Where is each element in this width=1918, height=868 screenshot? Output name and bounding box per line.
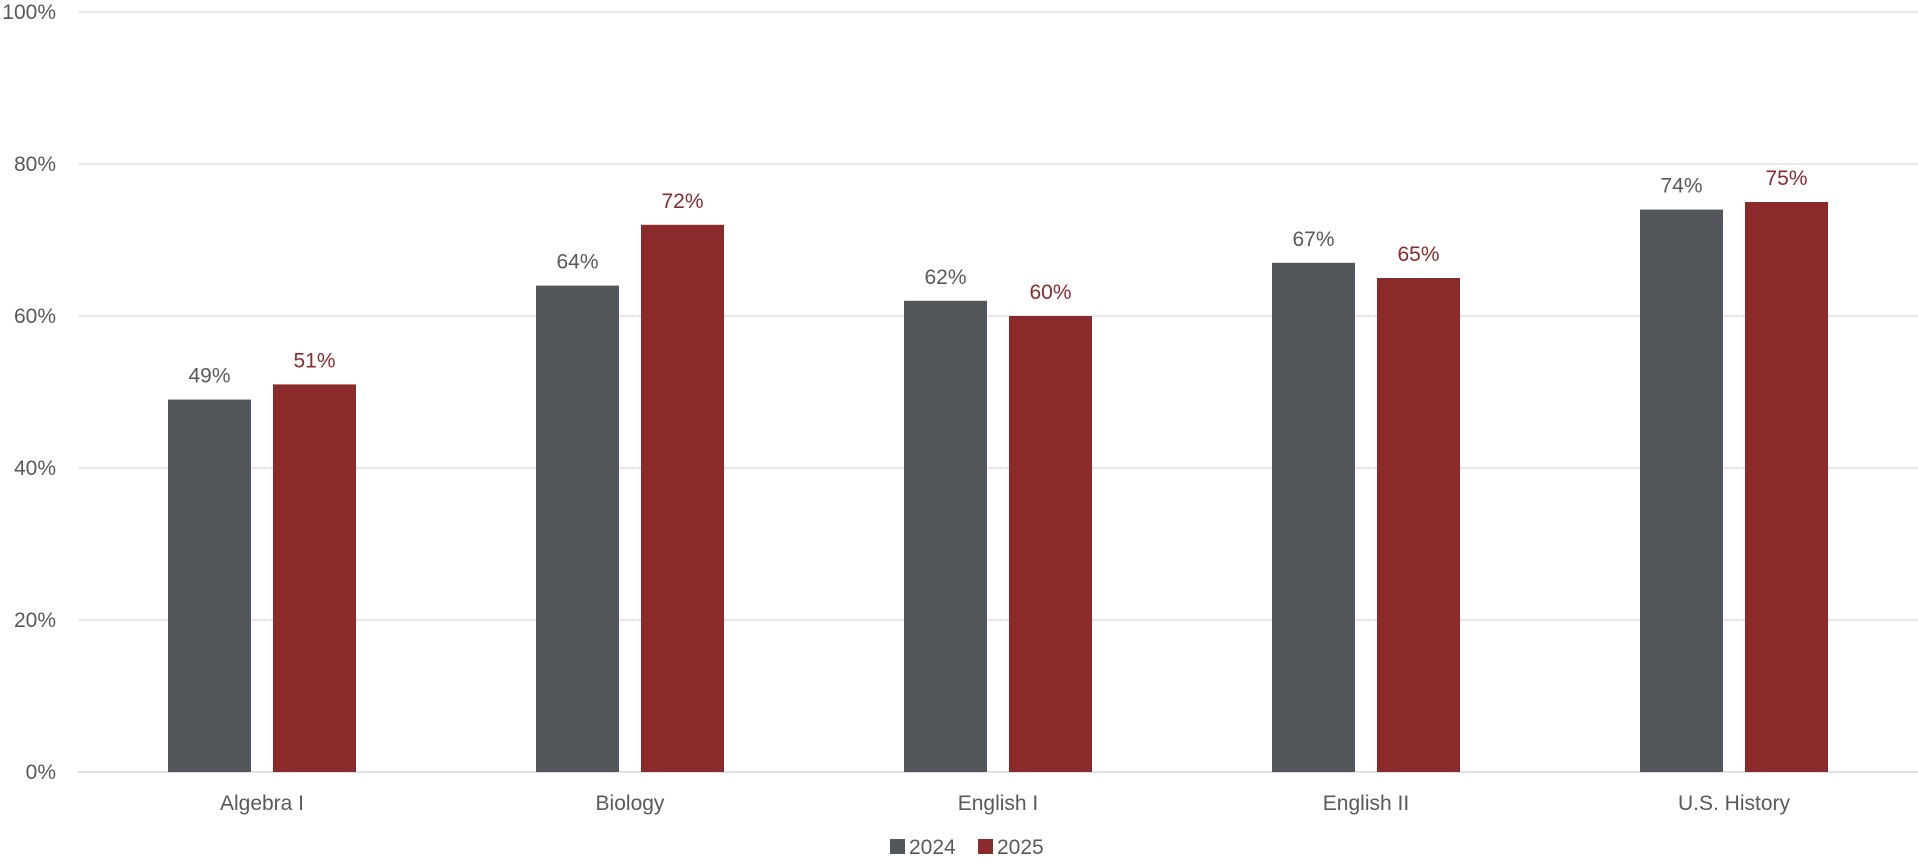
bar-u-s-history-2024 <box>1640 209 1723 773</box>
y-tick-label: 60% <box>14 305 56 328</box>
y-axis-ticks: 0% 20% 40% 60% 80% 100% <box>2 1 56 784</box>
data-label-english-i-2024: 62% <box>924 266 966 289</box>
data-label-biology-2024: 64% <box>556 251 598 274</box>
bar-u-s-history-2025 <box>1745 202 1828 772</box>
bar-algebra-i-2024 <box>168 399 251 772</box>
data-label-algebra-i-2024: 49% <box>188 365 230 388</box>
category-label-algebra-i: Algebra I <box>220 792 304 815</box>
legend-swatch-2024 <box>890 839 905 854</box>
y-tick-label: 40% <box>14 457 56 480</box>
category-label-u-s-history: U.S. History <box>1678 792 1791 815</box>
bar-biology-2024 <box>536 285 619 772</box>
data-label-english-ii-2025: 65% <box>1397 243 1439 266</box>
y-tick-label: 0% <box>26 761 56 784</box>
data-label-algebra-i-2025: 51% <box>293 349 335 372</box>
y-tick-label: 100% <box>2 1 56 24</box>
bar-english-ii-2024 <box>1272 262 1355 772</box>
bar-algebra-i-2025 <box>273 384 356 772</box>
gridlines <box>78 11 1918 773</box>
legend-label-2025: 2025 <box>997 836 1044 859</box>
legend: 2024 2025 <box>890 836 1044 859</box>
y-tick-label: 80% <box>14 153 56 176</box>
legend-item-2024: 2024 <box>890 836 956 859</box>
data-label-u-s-history-2024: 74% <box>1660 175 1702 198</box>
category-label-biology: Biology <box>596 792 665 815</box>
bar-english-i-2024 <box>904 300 987 772</box>
data-label-u-s-history-2025: 75% <box>1765 167 1807 190</box>
bar-english-i-2025 <box>1009 316 1092 772</box>
y-tick-label: 20% <box>14 609 56 632</box>
data-labels: 49% 51% 64% 72% 62% 60% 67% 65% 74% 75% <box>188 167 1807 388</box>
legend-label-2024: 2024 <box>909 836 956 859</box>
data-label-biology-2025: 72% <box>661 190 703 213</box>
legend-item-2025: 2025 <box>978 836 1044 859</box>
category-label-english-i: English I <box>958 792 1039 815</box>
bar-biology-2025 <box>641 224 724 773</box>
bar-english-ii-2025 <box>1377 278 1460 772</box>
category-label-english-ii: English II <box>1323 792 1409 815</box>
legend-swatch-2025 <box>978 839 993 854</box>
bars <box>168 202 1828 773</box>
data-label-english-ii-2024: 67% <box>1292 228 1334 251</box>
x-axis-categories: Algebra I Biology English I English II U.S. … <box>220 792 1791 815</box>
data-label-english-i-2025: 60% <box>1029 281 1071 304</box>
